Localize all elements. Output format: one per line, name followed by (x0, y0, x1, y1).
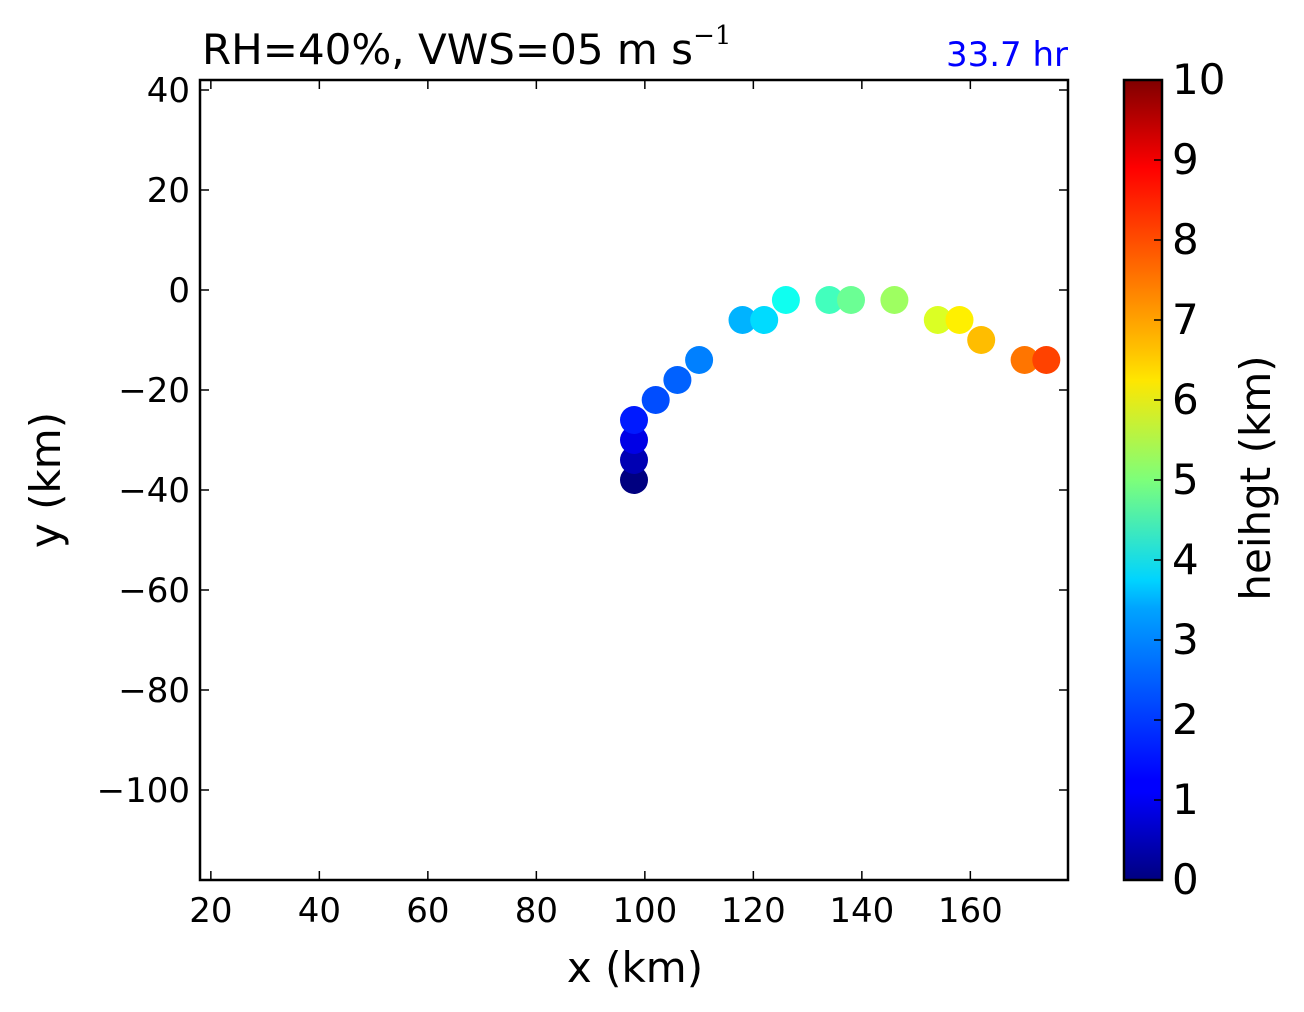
chart-title-superscript: −1 (693, 21, 731, 51)
data-point-0 (620, 466, 648, 494)
x-tick-label: 140 (829, 891, 894, 931)
colorbar-tick-label: 4 (1172, 535, 1199, 584)
data-point-14 (945, 306, 974, 334)
colorbar-tick-label: 0 (1172, 855, 1199, 904)
data-point-8 (750, 306, 779, 334)
data-point-3 (620, 406, 648, 434)
data-point-16 (1010, 346, 1039, 374)
y-tick-label: 20 (147, 171, 190, 211)
y-axis-ticks: 40 20 0 −20 −40 −60 −80 −100 (97, 71, 1068, 811)
x-tick-label: 20 (189, 891, 232, 931)
colorbar-tick-label: 7 (1172, 295, 1199, 344)
x-tick-label: 40 (298, 891, 341, 931)
x-tick-label: 120 (721, 891, 786, 931)
scatter-points (620, 286, 1061, 494)
chart-title: RH=40%, VWS=05 m s−1 (202, 21, 731, 74)
colorbar-tick-label: 1 (1172, 775, 1199, 824)
colorbar-label: heihgt (km) (1231, 355, 1280, 600)
colorbar-ticks: 0 1 2 3 4 5 6 7 8 9 10 (1154, 55, 1225, 904)
y-tick-label: −20 (118, 371, 190, 411)
data-point-7 (728, 306, 757, 334)
data-point-9 (771, 286, 800, 314)
colorbar-tick-label: 9 (1172, 135, 1199, 184)
colorbar-tick-label: 2 (1172, 695, 1199, 744)
x-axis-label: x (km) (567, 943, 703, 992)
data-point-13 (923, 306, 952, 334)
data-point-15 (967, 326, 996, 354)
y-axis-label: y (km) (21, 412, 70, 548)
data-point-2 (620, 426, 648, 454)
x-axis-ticks: 20 40 60 80 100 120 140 160 (189, 80, 1003, 931)
data-point-11 (837, 286, 865, 314)
y-tick-label: −40 (118, 471, 190, 511)
data-point-10 (815, 286, 844, 314)
data-point-12 (880, 286, 909, 314)
colorbar-tick-label: 3 (1172, 615, 1199, 664)
data-point-6 (685, 346, 714, 374)
x-tick-label: 60 (406, 891, 449, 931)
chart-title-main: RH=40%, VWS=05 m s (202, 25, 693, 74)
plot-frame (198, 78, 1070, 882)
y-tick-label: −100 (97, 771, 190, 811)
y-tick-label: 40 (147, 71, 190, 111)
colorbar-tick-label: 8 (1172, 215, 1199, 264)
y-tick-label: 0 (168, 271, 190, 311)
y-tick-label: −60 (118, 571, 190, 611)
time-label: 33.7 hr (946, 35, 1068, 75)
data-point-4 (641, 386, 670, 414)
colorbar-tick-label: 6 (1172, 375, 1199, 424)
y-tick-label: −80 (118, 671, 190, 711)
colorbar-tick-label: 10 (1172, 55, 1225, 104)
data-point-17 (1032, 346, 1061, 374)
x-tick-label: 80 (515, 891, 558, 931)
x-tick-label: 100 (612, 891, 677, 931)
colorbar-tick-label: 5 (1172, 455, 1199, 504)
x-tick-label: 160 (938, 891, 1003, 931)
data-point-1 (620, 446, 648, 474)
data-point-5 (663, 366, 692, 394)
